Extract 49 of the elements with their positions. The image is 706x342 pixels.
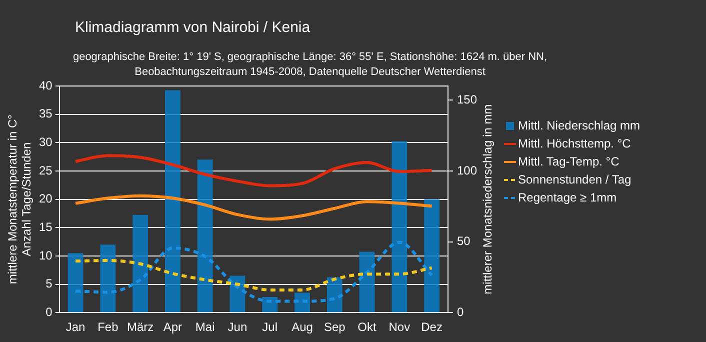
x-tick-label: Aug bbox=[292, 320, 313, 334]
x-tick-label: Jul bbox=[262, 320, 278, 334]
y-tick-label: 25 bbox=[38, 163, 53, 178]
bar bbox=[132, 214, 148, 312]
y-tick-label: 5 bbox=[46, 276, 53, 291]
y2-tick-label: 150 bbox=[456, 92, 478, 106]
x-tick-label: Feb bbox=[98, 320, 119, 334]
x-tick-label: März bbox=[126, 320, 154, 334]
chart-subtitle: geographische Breite: 1° 19' S, geographische Länge: 36° 55' E, Stationshöhe: 1624 m. über NN, Beobachtungszeitraum 1945-2008, Datenquelle Deutscher Wetterdienst bbox=[72, 51, 548, 78]
legend-label: Mittl. Tag-Temp. °C bbox=[518, 154, 620, 168]
x-tick-label: Dez bbox=[421, 320, 442, 334]
y-tick-label: 10 bbox=[38, 248, 53, 262]
line-series bbox=[74, 258, 434, 292]
y2-tick-label: 50 bbox=[456, 234, 471, 248]
bar bbox=[100, 244, 116, 312]
line-series bbox=[74, 154, 434, 188]
y-axis-title: mittlere Monatstemperatur in C° Anzahl Tage/Stunden bbox=[5, 114, 34, 284]
bar bbox=[197, 160, 213, 312]
bar bbox=[262, 297, 278, 312]
bar bbox=[424, 199, 440, 312]
y-tick-label: 0 bbox=[46, 304, 53, 319]
y2-tick-label: 0 bbox=[456, 304, 464, 319]
chart-title: Klimadiagramm von Nairobi / Kenia bbox=[75, 19, 311, 36]
y-tick-label: 40 bbox=[38, 78, 53, 92]
bar bbox=[359, 252, 375, 312]
bar bbox=[68, 253, 84, 312]
x-tick-label: Jan bbox=[66, 320, 86, 334]
x-tick-label: Mai bbox=[195, 320, 215, 334]
bar bbox=[294, 292, 310, 312]
legend-label: Regentage ≥ 1mm bbox=[518, 190, 617, 204]
y2-tick-label: 100 bbox=[456, 163, 478, 178]
x-tick-label: Apr bbox=[163, 320, 182, 334]
x-tick-label: Okt bbox=[358, 320, 378, 334]
y-tick-label: 15 bbox=[38, 220, 53, 234]
x-tick-label: Jun bbox=[228, 320, 248, 334]
line-series bbox=[74, 240, 434, 303]
legend-label: Mittl. Höchsttemp. °C bbox=[518, 136, 632, 150]
x-tick-label: Nov bbox=[388, 320, 410, 334]
y-tick-label: 20 bbox=[38, 192, 53, 206]
y2-axis-title: mittlerer Monatsniederschlag in mm bbox=[480, 104, 494, 294]
legend-label: Sonnenstunden / Tag bbox=[518, 172, 632, 186]
legend-label: Mittl. Niederschlag mm bbox=[518, 118, 640, 132]
line-series bbox=[74, 194, 434, 221]
y-tick-label: 35 bbox=[38, 106, 53, 121]
y-tick-label: 30 bbox=[38, 134, 53, 149]
bar bbox=[392, 141, 408, 312]
x-tick-label: Sep bbox=[324, 320, 346, 334]
bar bbox=[326, 277, 342, 312]
bar bbox=[165, 90, 180, 312]
